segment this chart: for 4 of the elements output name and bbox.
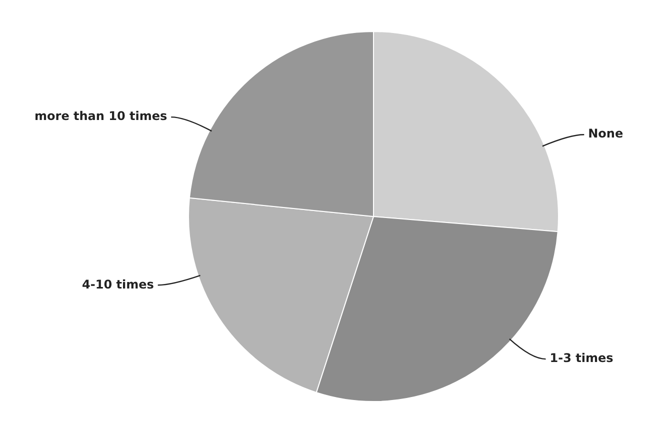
slice-label: 4-10 times [82,277,154,292]
slice-label: None [588,126,624,141]
slice-label: more than 10 times [34,109,168,124]
slice-label: 1-3 times [550,351,614,366]
